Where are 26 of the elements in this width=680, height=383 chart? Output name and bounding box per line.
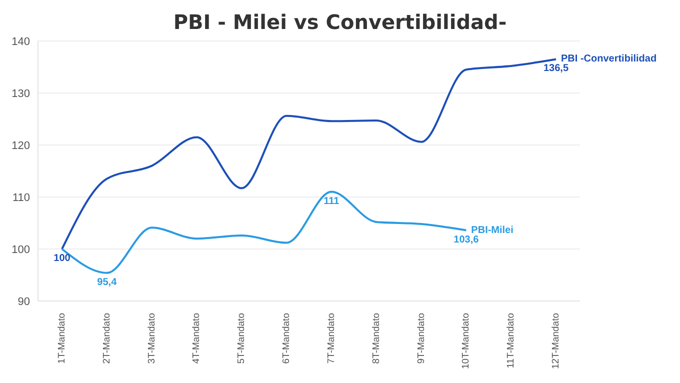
chart-title: PBI - Milei vs Convertibilidad- bbox=[172, 10, 508, 34]
x-tick-label: 7T-Mandato bbox=[326, 313, 337, 364]
x-tick-label: 2T-Mandato bbox=[101, 313, 112, 364]
series-label: PBI -Convertibilidad bbox=[561, 54, 657, 65]
y-tick-label: 120 bbox=[12, 140, 30, 152]
x-tick-label: 3T-Mandato bbox=[146, 313, 158, 364]
x-tick-label: 12T-Mandato bbox=[550, 313, 562, 369]
x-tick-label: 5T-Mandato bbox=[236, 313, 248, 364]
x-tick-label: 9T-Mandato bbox=[416, 313, 427, 364]
data-label: 103,6 bbox=[454, 234, 480, 246]
series-label: PBI-Milei bbox=[471, 224, 514, 236]
x-tick-label: 6T-Mandato bbox=[281, 313, 292, 364]
data-label: 100 bbox=[54, 253, 71, 264]
data-label: 111 bbox=[324, 196, 340, 207]
x-tick-label: 11T-Mandato bbox=[506, 313, 517, 368]
y-tick-label: 140 bbox=[12, 36, 30, 48]
x-tick-label: 1T-Mandato bbox=[56, 313, 68, 364]
y-tick-label: 110 bbox=[12, 192, 30, 204]
x-tick-label: 4T-Mandato bbox=[191, 313, 202, 364]
data-label: 136,5 bbox=[543, 63, 569, 74]
data-label: 95,4 bbox=[97, 276, 118, 288]
y-tick-label: 100 bbox=[12, 244, 30, 256]
x-tick-label: 10T-Mandato bbox=[460, 313, 472, 369]
y-tick-label: 130 bbox=[12, 88, 30, 100]
x-tick-label: 8T-Mandato bbox=[370, 313, 382, 364]
y-tick-label: 90 bbox=[18, 296, 30, 308]
